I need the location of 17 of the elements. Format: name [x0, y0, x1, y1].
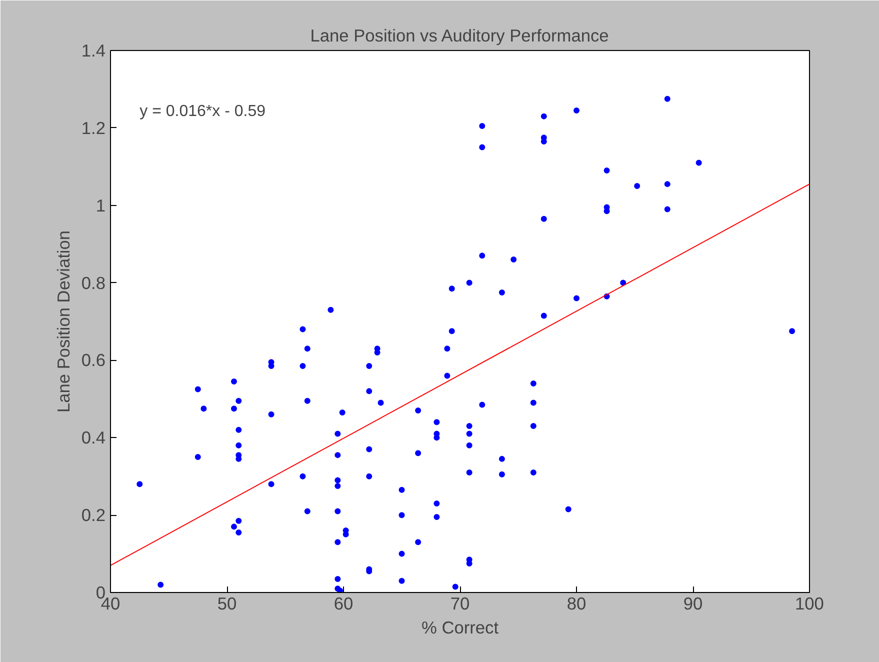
- annotation: y = 0.016*x - 0.59: [140, 103, 266, 120]
- x-tick-label: 90: [683, 594, 703, 614]
- y-tick-label: 1: [96, 195, 106, 216]
- y-tick-label: 0.8: [81, 272, 106, 293]
- x-tick-label: 60: [334, 594, 354, 614]
- x-axis-title: % Correct: [421, 618, 499, 638]
- x-tick-label: 80: [566, 594, 586, 614]
- y-axis-title: Lane Position Deviation: [53, 230, 74, 413]
- x-tick-label: 50: [217, 594, 237, 614]
- y-tick-label: 1.4: [81, 40, 106, 60]
- y-tick-label: 0.2: [81, 505, 106, 526]
- chart-title: Lane Position vs Auditory Performance: [310, 26, 609, 46]
- x-tick-label: 70: [450, 594, 470, 614]
- y-tick-label: 0.4: [81, 428, 106, 448]
- y-tick-label: 1.2: [81, 118, 106, 138]
- x-tick-label: 100: [795, 594, 824, 614]
- y-tick-label: 0.6: [81, 350, 106, 370]
